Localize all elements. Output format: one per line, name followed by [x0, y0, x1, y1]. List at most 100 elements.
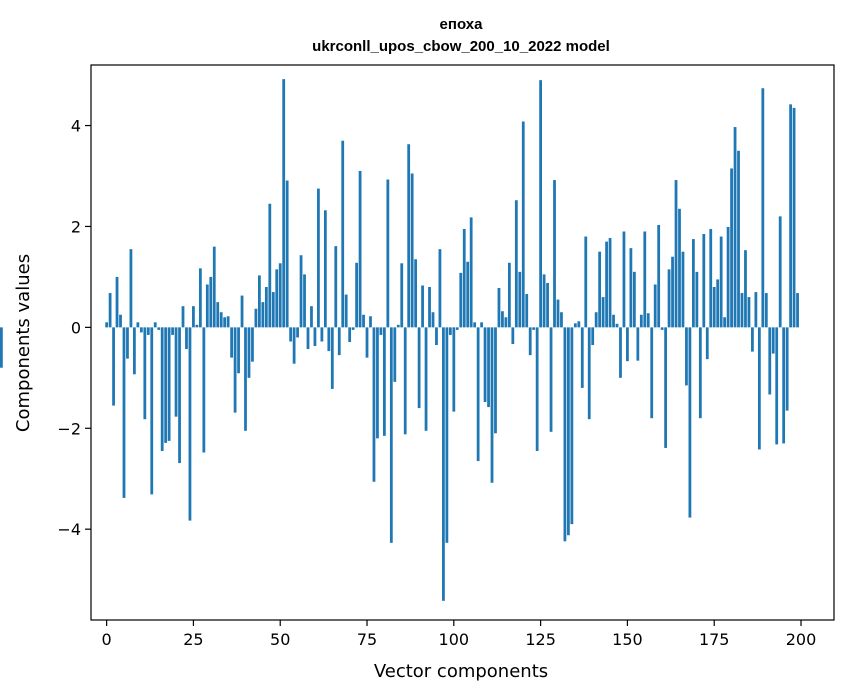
bar	[424, 327, 428, 431]
bar	[278, 263, 282, 328]
bar	[698, 327, 702, 419]
bar	[521, 121, 525, 328]
bar	[494, 327, 497, 434]
bar	[796, 293, 799, 328]
bar	[747, 297, 751, 328]
y-tick-label: −4	[57, 520, 81, 539]
bar	[584, 236, 588, 328]
bar	[289, 327, 293, 342]
bar	[185, 327, 188, 350]
bar	[160, 327, 164, 451]
bar	[0, 327, 3, 368]
y-tick-label: 2	[71, 217, 81, 236]
bar	[744, 250, 747, 328]
bar	[348, 327, 352, 342]
bar	[622, 231, 626, 328]
bar	[240, 295, 244, 328]
bar	[209, 276, 213, 328]
bar	[591, 327, 595, 346]
bar	[122, 327, 126, 498]
x-ticks: 0 25 50 75 100 125 150 175 200	[102, 620, 817, 649]
y-axis-label: Components values	[13, 254, 34, 432]
bar	[258, 275, 261, 328]
bar	[594, 312, 598, 328]
bar	[629, 248, 633, 328]
bar	[254, 308, 258, 328]
bar	[563, 327, 567, 542]
bar	[764, 293, 768, 328]
bar	[233, 327, 237, 413]
bar	[612, 314, 615, 328]
bar	[535, 327, 539, 451]
bar	[528, 327, 532, 356]
bar	[365, 327, 369, 358]
bar	[403, 327, 407, 435]
bar	[549, 327, 553, 432]
bar	[757, 327, 761, 450]
bar	[737, 150, 740, 328]
y-tick-label: 4	[71, 117, 81, 136]
bar	[442, 327, 445, 601]
bar	[421, 285, 424, 328]
bar	[782, 327, 786, 444]
bar	[473, 322, 477, 328]
bar	[632, 271, 636, 328]
bar	[139, 327, 143, 333]
bar	[320, 327, 324, 342]
x-tick-label: 200	[786, 630, 817, 649]
bar	[452, 327, 456, 412]
bar	[573, 323, 577, 328]
bar	[709, 228, 713, 328]
bar	[428, 287, 431, 328]
bar	[567, 327, 570, 536]
bar	[358, 170, 362, 328]
bar	[712, 287, 716, 328]
bar	[674, 180, 678, 328]
bar	[303, 274, 306, 328]
bar	[608, 238, 612, 328]
bar	[310, 306, 313, 328]
bar	[466, 261, 470, 328]
bar	[393, 327, 397, 382]
bar	[789, 104, 792, 328]
bar	[146, 327, 150, 335]
bar	[438, 249, 442, 328]
bar	[778, 216, 782, 328]
bar	[726, 226, 730, 328]
bar	[462, 228, 466, 328]
bar	[792, 107, 796, 328]
bar	[667, 269, 671, 328]
x-tick-label: 50	[270, 630, 290, 649]
bar	[192, 306, 195, 328]
plot-frame	[90, 64, 835, 621]
bar	[560, 312, 563, 328]
x-tick-label: 0	[102, 630, 112, 649]
bar	[598, 251, 602, 328]
bar	[692, 239, 695, 328]
bar	[400, 263, 404, 328]
bar	[688, 327, 692, 518]
bar	[504, 317, 508, 328]
bar	[133, 327, 136, 375]
bar	[553, 180, 556, 328]
bar	[685, 327, 688, 386]
bar	[619, 327, 622, 378]
bar	[223, 317, 227, 328]
bar	[188, 327, 192, 521]
bar	[771, 327, 775, 354]
x-tick-label: 125	[525, 630, 556, 649]
bar	[469, 217, 473, 328]
bar	[112, 327, 115, 406]
bars-group	[0, 79, 799, 601]
bar	[414, 259, 418, 328]
bar	[525, 294, 529, 328]
bar	[487, 327, 490, 408]
bar	[216, 302, 220, 328]
bar	[754, 292, 758, 328]
bar	[601, 297, 605, 328]
bar	[136, 322, 140, 328]
bar	[497, 288, 501, 328]
bar	[396, 324, 400, 328]
